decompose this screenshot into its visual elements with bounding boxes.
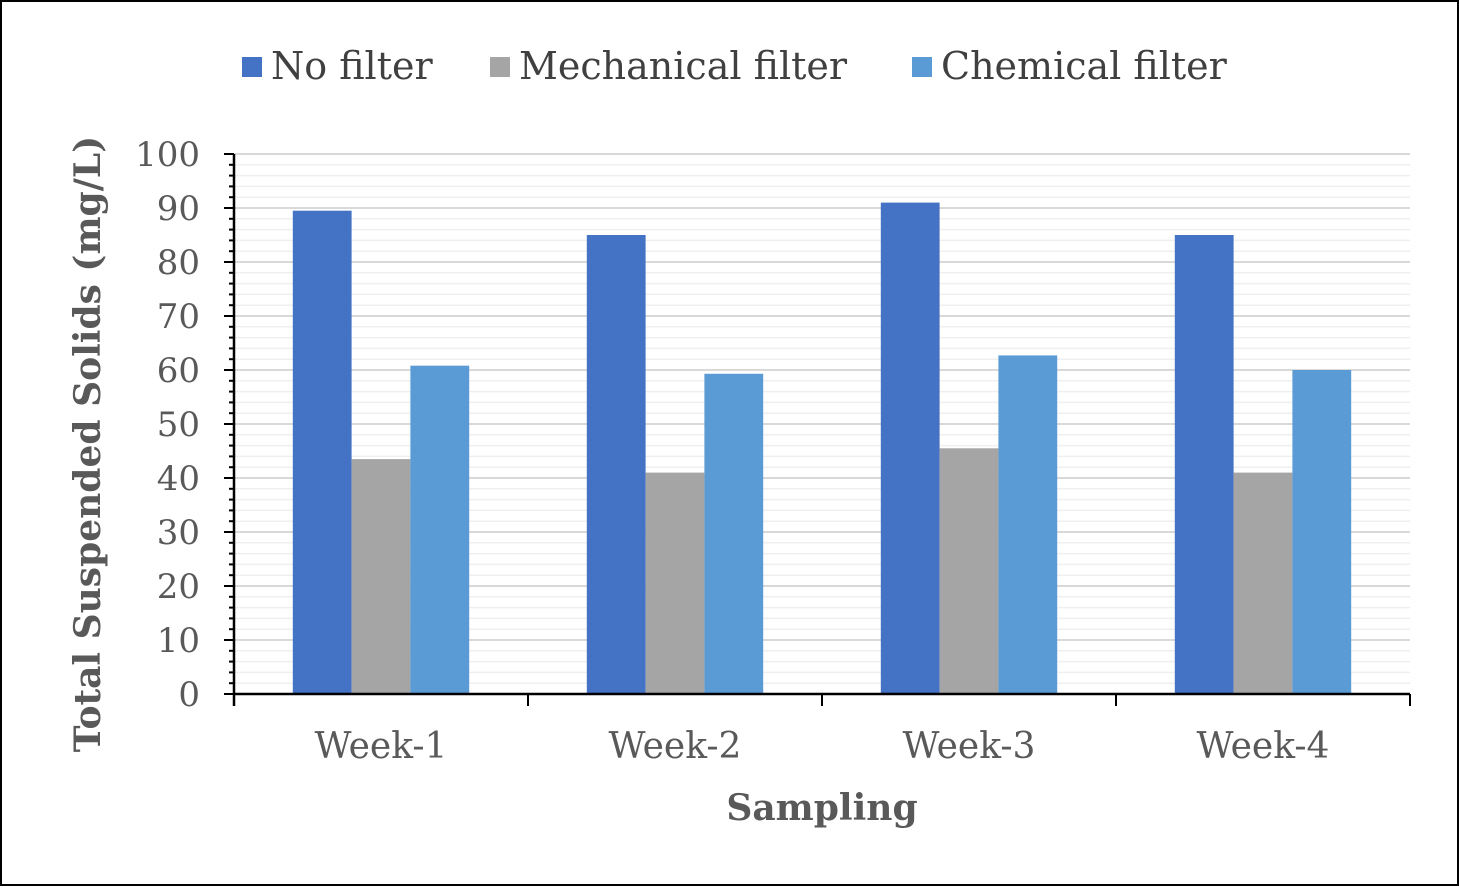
bar	[1292, 370, 1352, 694]
bar	[586, 235, 646, 694]
y-tick-label: 100	[135, 135, 200, 175]
y-tick-label: 80	[157, 243, 200, 283]
y-tick-label: 0	[178, 675, 200, 715]
bar	[880, 202, 940, 694]
legend: No filter Mechanical filter Chemical filte…	[242, 44, 1228, 88]
x-tick-label: Week-1	[315, 726, 448, 767]
legend-label: No filter	[271, 44, 433, 88]
bar	[351, 459, 411, 694]
legend-label: Chemical filter	[941, 44, 1228, 88]
legend-swatch	[242, 57, 262, 77]
bar	[645, 472, 705, 694]
bar	[1233, 472, 1293, 694]
y-tick-label: 70	[157, 297, 200, 337]
x-tick-label: Week-2	[609, 726, 742, 767]
y-tick-labels: 0 10 20 30 40 50 60 70 80 90 100	[135, 135, 200, 715]
y-tick-label: 40	[157, 459, 200, 499]
bars	[292, 202, 1352, 694]
bar	[1174, 235, 1234, 694]
y-axis-title: Total Suspended Solids (mg/L)	[67, 136, 109, 752]
bar	[410, 365, 470, 694]
y-tick-label: 50	[157, 405, 200, 445]
axes	[224, 153, 1411, 706]
legend-label: Mechanical filter	[519, 44, 848, 88]
legend-swatch	[490, 57, 510, 77]
bar	[939, 448, 999, 694]
y-tick-label: 20	[157, 567, 200, 607]
bar	[998, 355, 1058, 694]
x-tick-labels: Week-1 Week-2 Week-3 Week-4	[315, 726, 1330, 767]
legend-swatch	[912, 57, 932, 77]
x-tick-label: Week-4	[1197, 726, 1330, 767]
bar	[704, 373, 764, 694]
y-tick-label: 90	[157, 189, 200, 229]
y-tick-label: 60	[157, 351, 200, 391]
y-tick-label: 30	[157, 513, 200, 553]
x-axis-title: Sampling	[726, 787, 917, 829]
bar	[292, 210, 352, 694]
x-tick-label: Week-3	[903, 726, 1036, 767]
y-tick-label: 10	[157, 621, 200, 661]
